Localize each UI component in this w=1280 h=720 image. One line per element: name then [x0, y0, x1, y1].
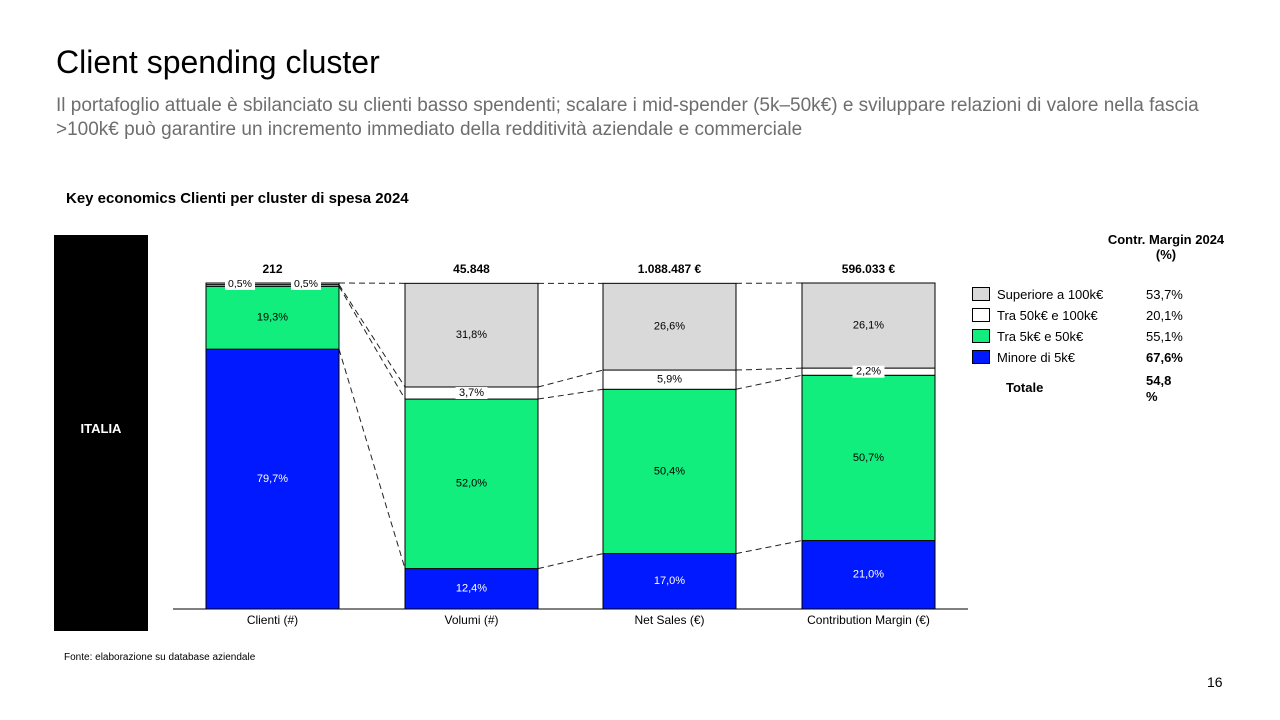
label-backdrop	[455, 387, 488, 400]
connector-line	[338, 349, 406, 569]
legend-swatch	[972, 350, 990, 364]
region-block: ITALIA	[54, 235, 148, 631]
segment-label: 52,0%	[456, 478, 487, 490]
label-backdrop	[291, 278, 321, 290]
bar-segment	[801, 374, 936, 542]
label-backdrop	[225, 278, 255, 290]
connector-line	[735, 374, 803, 390]
connector-line	[735, 540, 803, 555]
page-title: Client spending cluster	[56, 44, 380, 80]
segment-label: 2,2%	[856, 366, 881, 378]
segment-label: 3,7%	[459, 387, 484, 399]
bar-segment	[205, 348, 340, 610]
bar-total-label: 45.848	[453, 262, 490, 276]
page-subtitle: Il portafoglio attuale è sbilanciato su …	[56, 95, 1199, 140]
segment-label: 21,0%	[853, 569, 884, 581]
legend-label: Superiore a 100k€	[997, 287, 1104, 302]
connector-line	[735, 367, 803, 371]
segment-label: 50,7%	[853, 452, 884, 464]
segment-label: 50,4%	[654, 465, 685, 477]
legend-total-label: Totale	[1006, 380, 1044, 395]
bar-segment	[801, 282, 936, 369]
legend-value: 20,1%	[1146, 308, 1183, 323]
connector-line	[338, 284, 406, 388]
legend-item-under-5k: Minore di 5k€ 67,6%	[972, 350, 1232, 366]
x-tick-label: Contribution Margin (€)	[807, 613, 930, 627]
bar-segment	[404, 398, 539, 570]
legend-item-over-100k: Superiore a 100k€ 53,7%	[972, 287, 1232, 303]
legend-total-value: 54,8 %	[1146, 373, 1172, 404]
bar-segment	[205, 282, 340, 286]
legend-label: Minore di 5k€	[997, 350, 1076, 365]
connector-line	[537, 388, 604, 400]
bar-segment	[404, 282, 539, 388]
segment-label: 19,3%	[257, 312, 288, 324]
chart-heading: Key economics Clienti per cluster di spe…	[66, 190, 409, 207]
segment-label: 0,5%	[294, 278, 318, 290]
legend-swatch	[972, 308, 990, 322]
legend-value: 67,6%	[1146, 350, 1183, 365]
legend-label: Tra 50k€ e 100k€	[997, 308, 1098, 323]
x-tick-label: Net Sales (€)	[634, 613, 704, 627]
bar-segment	[205, 285, 340, 350]
legend-value: 55,1%	[1146, 329, 1183, 344]
segment-label: 5,9%	[657, 374, 682, 386]
bar-total-label: 1.088.487 €	[638, 262, 702, 276]
x-tick-label: Volumi (#)	[444, 613, 498, 627]
legend-swatch	[972, 329, 990, 343]
legend-item-5k-50k: Tra 5k€ e 50k€ 55,1%	[972, 329, 1232, 345]
segment-label: 26,6%	[654, 321, 685, 333]
page-number: 16	[1207, 674, 1223, 690]
legend-item-50k-100k: Tra 50k€ e 100k€ 20,1%	[972, 308, 1232, 324]
legend-value: 53,7%	[1146, 287, 1183, 302]
x-tick-label: Clienti (#)	[247, 613, 298, 627]
segment-label: 17,0%	[654, 575, 685, 587]
legend-label: Tra 5k€ e 50k€	[997, 329, 1084, 344]
segment-label: 79,7%	[257, 473, 288, 485]
legend-header: Contr. Margin 2024 (%)	[1107, 232, 1225, 262]
segment-label: 31,8%	[456, 329, 487, 341]
bar-total-label: 212	[262, 262, 282, 276]
label-backdrop	[852, 365, 885, 378]
region-label: ITALIA	[80, 420, 122, 436]
connector-line	[338, 286, 406, 400]
bar-segment	[602, 553, 737, 610]
bar-segment	[602, 282, 737, 371]
segment-label: 0,5%	[228, 278, 252, 290]
connector-line	[537, 369, 604, 388]
source-note: Fonte: elaborazione su database aziendal…	[64, 652, 256, 663]
legend-swatch	[972, 287, 990, 301]
bar-total-label: 596.033 €	[842, 262, 896, 276]
connector-line	[537, 553, 604, 570]
bar-segment	[404, 568, 539, 610]
segment-label: 12,4%	[456, 583, 487, 595]
segment-label: 26,1%	[853, 319, 884, 331]
bar-segment	[602, 388, 737, 555]
